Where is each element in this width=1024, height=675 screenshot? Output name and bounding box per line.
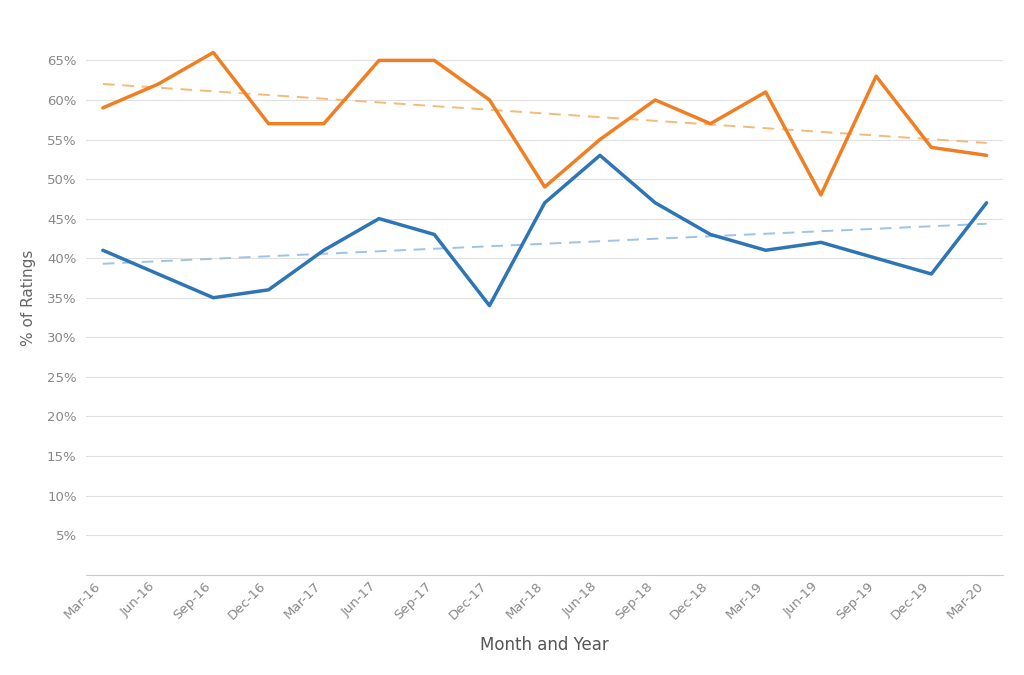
Y-axis label: % of Ratings: % of Ratings [20,250,36,346]
X-axis label: Month and Year: Month and Year [480,636,609,654]
